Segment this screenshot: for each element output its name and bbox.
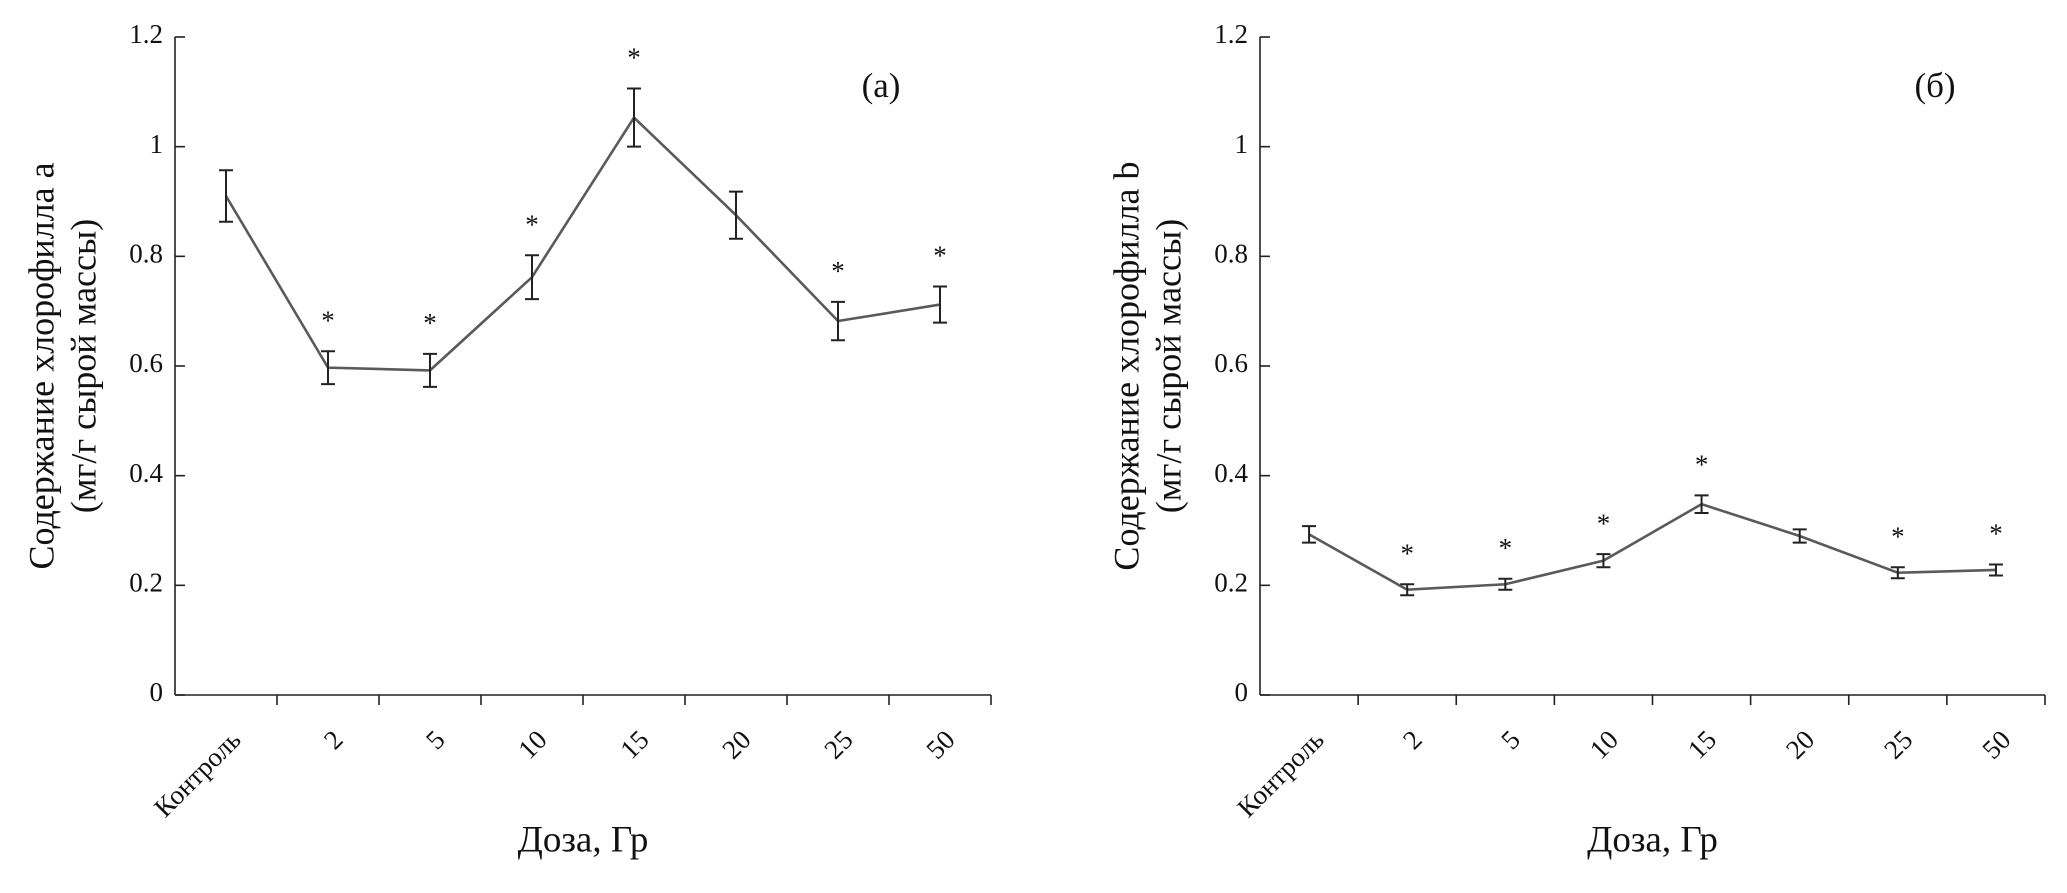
y-tick-label: 0 <box>150 677 164 707</box>
error-bar <box>1596 553 1611 569</box>
x-tick-label: 50 <box>920 724 960 764</box>
error-bar <box>1694 494 1709 514</box>
x-tick-label: 25 <box>1878 724 1918 764</box>
error-bar <box>1890 566 1905 580</box>
significance-mark: * <box>321 305 335 335</box>
x-tick-label: 15 <box>614 724 654 764</box>
significance-mark: * <box>1400 538 1414 568</box>
significance-mark: * <box>1891 521 1905 551</box>
panel-label: (б) <box>1914 66 1955 105</box>
y-axis-label: Содержание хлорофилла a <box>21 162 61 569</box>
error-bar <box>423 352 437 388</box>
x-axis-label: Доза, Гр <box>518 819 649 860</box>
y-axis-label: Содержание хлорофилла b <box>1106 161 1146 570</box>
error-bar <box>1302 525 1317 544</box>
y-tick-label: 0.6 <box>129 348 163 378</box>
error-bar <box>1498 577 1513 591</box>
x-tick-label: 15 <box>1682 724 1722 764</box>
y-axis-label: (мг/г сырой массы) <box>1148 219 1188 513</box>
error-bar <box>729 190 743 240</box>
error-bar <box>219 169 233 223</box>
data-line <box>224 115 941 372</box>
y-tick-label: 0.6 <box>1214 348 1248 378</box>
x-tick-label: 20 <box>716 724 756 764</box>
significance-mark: * <box>423 308 437 338</box>
significance-mark: * <box>1695 450 1709 480</box>
significance-mark: * <box>1989 519 2003 549</box>
x-tick-label: 20 <box>1780 724 1820 764</box>
x-tick-label: Контроль <box>148 724 246 822</box>
x-tick-label: 10 <box>1584 724 1624 764</box>
y-tick-label: 0.4 <box>1214 458 1248 488</box>
significance-mark: * <box>525 209 539 239</box>
error-bar <box>1988 563 2003 577</box>
y-tick-label: 0.4 <box>129 458 163 488</box>
x-tick-label: 5 <box>420 724 451 755</box>
data-line <box>1308 502 1996 592</box>
error-bar <box>1400 583 1415 597</box>
significance-mark: * <box>831 256 845 286</box>
x-axis-label: Доза, Гр <box>1587 819 1718 860</box>
error-bar <box>933 285 947 324</box>
x-tick-label: 2 <box>318 724 349 755</box>
y-tick-label: 0.2 <box>129 568 163 598</box>
y-tick-label: 0.8 <box>129 239 163 269</box>
y-tick-label: 0.8 <box>1214 239 1248 269</box>
error-bar <box>627 87 641 148</box>
error-bar <box>321 350 335 386</box>
significance-mark: * <box>933 241 947 271</box>
x-tick-label: Контроль <box>1231 724 1329 822</box>
x-tick-label: 50 <box>1976 724 2016 764</box>
y-tick-label: 0.2 <box>1214 568 1248 598</box>
y-tick-label: 1.2 <box>129 19 163 49</box>
significance-mark: * <box>1499 533 1513 563</box>
y-axis-label: (мг/г сырой массы) <box>63 219 103 513</box>
y-tick-label: 1 <box>1235 129 1249 159</box>
error-bar <box>525 254 539 301</box>
panel-label: (а) <box>862 66 901 105</box>
x-tick-label: 5 <box>1495 724 1526 755</box>
x-tick-label: 10 <box>512 724 552 764</box>
x-tick-label: 2 <box>1397 724 1428 755</box>
x-tick-label: 25 <box>818 724 858 764</box>
y-tick-label: 1 <box>150 129 164 159</box>
error-bar <box>831 300 845 342</box>
significance-mark: * <box>1597 508 1611 538</box>
y-tick-label: 1.2 <box>1214 19 1248 49</box>
significance-mark: * <box>627 43 641 73</box>
y-tick-label: 0 <box>1235 677 1249 707</box>
error-bar <box>1792 528 1807 544</box>
